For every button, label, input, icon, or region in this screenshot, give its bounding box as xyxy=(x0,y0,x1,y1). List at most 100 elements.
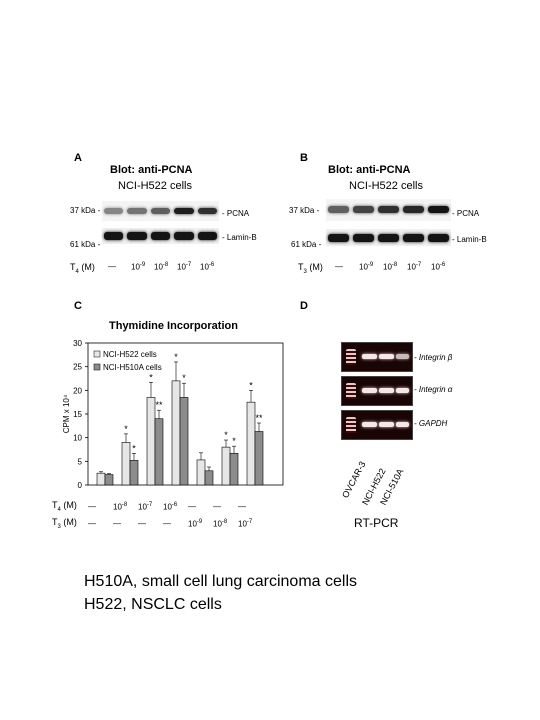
y-tick-label: 15 xyxy=(73,410,82,419)
gel-ladder xyxy=(346,383,356,399)
panel-a-marker-61: 61 kDa - xyxy=(70,240,101,249)
lane-label: 10-8 xyxy=(154,262,169,272)
bar xyxy=(179,397,189,486)
panel-a-cell-line: NCI-H522 cells xyxy=(118,180,192,192)
panel-b-lane-labels: — 10-9 10-8 10-7 10-6 xyxy=(329,262,453,274)
gel-band xyxy=(396,354,409,359)
gel-integrin-alpha xyxy=(341,376,413,406)
significance-mark: * xyxy=(132,443,136,453)
y-tick-label: 20 xyxy=(73,386,82,395)
y-tick-label: 5 xyxy=(78,457,83,466)
gene-label-integrin-alpha: - Integrin α xyxy=(414,385,453,394)
gel-band xyxy=(396,422,409,427)
treatment-value: 10-9 xyxy=(188,519,203,529)
panel-c-letter: C xyxy=(74,300,82,312)
bar xyxy=(96,472,106,486)
panel-c-t4-row: — 10-8 10-7 10-6 — — — xyxy=(88,502,278,514)
blot-band xyxy=(174,208,194,214)
panel-b-marker-61: 61 kDa - xyxy=(291,240,322,249)
gel-band xyxy=(379,388,394,393)
lane-label: 10-6 xyxy=(431,262,446,272)
blot-band xyxy=(428,206,449,213)
legend-label: NCI-H522 cells xyxy=(103,350,157,359)
lane-label: — xyxy=(108,262,116,271)
y-axis-label: CPM x 10⁴ xyxy=(62,394,71,433)
blot-band xyxy=(378,234,399,242)
gel-band xyxy=(362,422,377,427)
legend-swatch xyxy=(93,363,101,371)
bar xyxy=(121,442,131,486)
gel-band xyxy=(379,354,394,359)
significance-mark: ** xyxy=(255,413,263,423)
blot-band xyxy=(328,206,349,213)
gel-gapdh xyxy=(341,410,413,440)
bar xyxy=(146,397,156,486)
chart-title: Thymidine Incorporation xyxy=(109,320,238,332)
bar xyxy=(254,431,264,486)
panel-a-treatment-label: T4 (M) xyxy=(70,262,95,275)
blot-band xyxy=(174,232,194,240)
treatment-value: — xyxy=(163,519,171,528)
bar xyxy=(129,460,139,486)
treatment-value: — xyxy=(213,502,221,511)
blot-band xyxy=(403,234,424,242)
significance-mark: * xyxy=(149,372,153,382)
gel-ladder xyxy=(346,349,356,365)
blot-band xyxy=(127,232,147,240)
panel-b-treatment-label: T3 (M) xyxy=(298,262,323,275)
y-tick-label: 30 xyxy=(73,339,82,348)
panel-a-pcna-blot xyxy=(102,201,219,221)
footer-line-1: H510A, small cell lung carcinoma cells xyxy=(84,573,357,590)
gene-label-integrin-beta: - Integrin β xyxy=(414,353,453,362)
treatment-value: — xyxy=(188,502,196,511)
treatment-value: 10-8 xyxy=(213,519,228,529)
bar xyxy=(229,452,239,486)
treatment-value: 10-8 xyxy=(113,502,128,512)
significance-mark: * xyxy=(249,380,253,390)
treatment-value: — xyxy=(88,519,96,528)
panel-b-cell-line: NCI-H522 cells xyxy=(349,180,423,192)
blot-band xyxy=(197,208,217,214)
lane-label: 10-9 xyxy=(131,262,146,272)
panel-c-t3-label: T3 (M) xyxy=(52,517,77,530)
panel-c-t3-row: — — — — 10-9 10-8 10-7 xyxy=(88,519,278,531)
gel-integrin-beta xyxy=(341,342,413,372)
panel-b-marker-37: 37 kDa - xyxy=(289,206,320,215)
panel-b-laminb-label: - Lamin-B xyxy=(452,235,487,244)
bar xyxy=(171,380,181,486)
treatment-value: — xyxy=(238,502,246,511)
blot-band xyxy=(104,232,124,240)
panel-a-marker-37: 37 kDa - xyxy=(70,206,101,215)
panel-b-laminb-blot xyxy=(326,229,451,246)
panel-b-letter: B xyxy=(300,152,308,164)
panel-c-t4-label: T4 (M) xyxy=(52,500,77,513)
panel-d-letter: D xyxy=(300,300,308,312)
significance-mark: * xyxy=(232,436,236,446)
y-tick-label: 10 xyxy=(73,434,82,443)
footer-line-2: H522, NSCLC cells xyxy=(84,596,222,613)
bar xyxy=(204,470,214,486)
lane-label: 10-8 xyxy=(383,262,398,272)
treatment-value: 10-6 xyxy=(163,502,178,512)
bar xyxy=(196,459,206,486)
blot-band xyxy=(150,208,171,214)
rt-pcr-label: RT-PCR xyxy=(354,516,399,530)
significance-mark: * xyxy=(182,373,186,383)
panel-b-pcna-blot xyxy=(326,199,451,221)
bar xyxy=(154,418,164,486)
lane-label: 10-6 xyxy=(200,262,215,272)
bar xyxy=(246,401,256,486)
treatment-value: 10-7 xyxy=(238,519,253,529)
panel-a-laminb-label: - Lamin-B xyxy=(222,233,257,242)
y-tick-label: 0 xyxy=(78,481,83,490)
blot-band xyxy=(403,206,424,213)
panel-a-blot-title: Blot: anti-PCNA xyxy=(110,164,193,176)
panel-a-lane-labels: — 10-9 10-8 10-7 10-6 xyxy=(102,262,222,274)
bar xyxy=(104,474,114,486)
blot-band xyxy=(353,234,374,242)
gel-ladder xyxy=(346,417,356,433)
lane-label: — xyxy=(335,262,343,271)
lane-label: 10-9 xyxy=(359,262,374,272)
treatment-value: — xyxy=(138,519,146,528)
